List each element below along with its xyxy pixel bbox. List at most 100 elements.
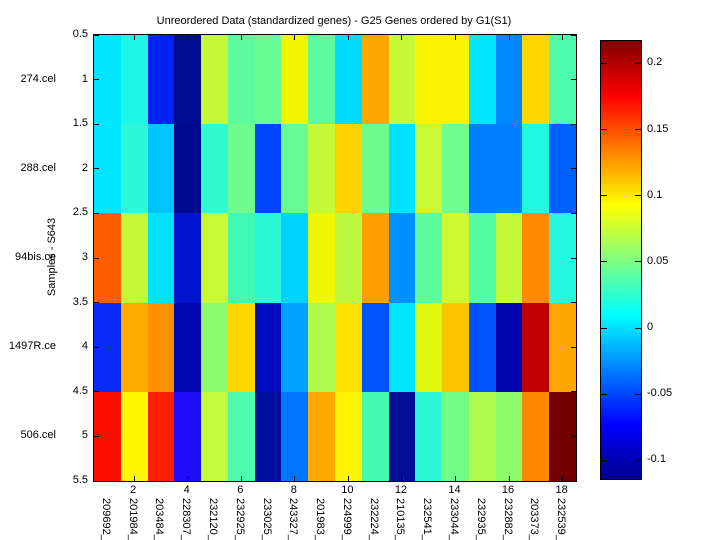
x-tick-label: 10 [341,484,354,496]
heatmap-cell [361,35,389,125]
heatmap-cell [495,391,523,481]
x-tick-mark [240,35,242,40]
heatmap-cell [495,302,523,392]
chart-title: Unreordered Data (standardized genes) - … [156,15,512,27]
x-tick-mark [240,476,242,481]
heatmap-cell [388,391,416,481]
heatmap-cell [308,124,335,214]
y-tick-mark [571,391,576,393]
gene-label: 243327_ [287,498,300,540]
heatmap-cell [361,391,389,481]
y-tick-mark [94,480,99,482]
heatmap-cell [522,124,550,214]
y-tick-mark [571,302,576,304]
colorbar-tick-label: 0 [647,321,654,334]
heatmap-cell [227,124,255,214]
heatmap-cell [281,35,309,125]
heatmap-cell [388,124,416,214]
heatmap-cell [335,391,362,481]
y-tick-mark [94,168,99,170]
y-tick-mark [571,435,576,437]
heatmap-cell [120,391,148,481]
heatmap-cell [361,124,389,214]
colorbar-tick-mark [635,195,641,197]
sample-label: 506.cel [20,429,56,442]
heatmap-cell [254,302,282,392]
sample-label: 94bis.ce [15,251,56,263]
heatmap-cell [308,35,335,125]
heatmap-cell [335,213,362,303]
y-tick-label: 3.5 [72,295,88,308]
x-tick-mark [294,476,296,481]
y-tick-mark [571,346,576,348]
x-tick-mark [294,35,296,40]
heatmap-cell [335,35,362,125]
heatmap-cell [201,213,228,303]
colorbar-tick-label: -0.1 [647,453,666,466]
y-tick-label: 3 [81,251,88,263]
x-tick-mark [347,476,349,481]
heatmap-cell [522,391,550,481]
gene-label: 203484_ [153,498,166,540]
heatmap-cell [495,213,523,303]
gene-label: 232539_ [555,498,568,540]
heatmap-cell [201,391,228,481]
x-tick-mark [562,476,564,481]
heatmap-cell [335,124,362,214]
x-tick-label: 12 [394,484,408,496]
colorbar-tick-mark [601,129,607,131]
y-tick-mark [571,79,576,81]
colorbar-tick-mark [601,459,607,461]
colorbar-tick-mark [601,195,607,197]
y-tick-label: 1.5 [72,117,88,130]
heatmap-cell [495,124,523,214]
gene-label: 203373_ [528,498,541,540]
x-tick-mark [455,476,456,481]
x-tick-mark [133,476,135,481]
gene-label: 224999_ [340,498,353,540]
gene-label: 232224_ [367,498,380,540]
sample-label: 274.cel [20,72,56,85]
sample-label: 1497R.ce [8,340,56,353]
y-tick-label: 4 [81,340,88,353]
y-tick-mark [94,435,99,437]
x-tick-label: 16 [501,484,515,496]
y-tick-mark [94,123,99,125]
x-tick-mark [455,35,456,40]
heatmap-cell [120,302,148,392]
x-tick-label: 4 [183,484,190,496]
y-tick-mark [571,123,576,125]
colorbar-tick-label: -0.05 [647,387,673,400]
heatmap-cell [308,213,335,303]
heatmap-cell [174,391,202,481]
heatmap-cells [94,35,576,481]
y-tick-mark [571,257,576,259]
x-tick-mark [401,476,403,481]
heatmap-cell [120,35,148,125]
colorbar [600,40,642,480]
x-tick-mark [187,476,189,481]
heatmap-cell [468,302,496,392]
heatmap-cell [281,124,309,214]
heatmap-cell [522,302,550,392]
heatmap-cell [388,35,416,125]
heatmap-cell [201,124,228,214]
y-tick-mark [571,34,576,36]
heatmap-cell [468,124,496,214]
heatmap-cell [174,35,202,125]
y-tick-mark [571,168,576,170]
y-tick-label: 1 [81,72,88,85]
x-tick-mark [562,35,564,40]
y-tick-mark [94,79,99,81]
heatmap-cell [227,35,255,125]
heatmap-cell [254,124,282,214]
heatmap-cell [254,391,282,481]
heatmap-cell [308,391,335,481]
heatmap-cell [361,302,389,392]
colorbar-tick-mark [635,327,641,329]
gene-label: 201983_ [314,498,327,540]
y-tick-mark [94,391,99,393]
heatmap-cell [281,391,309,481]
heatmap-plot-area [93,34,577,482]
y-tick-label: 5.5 [72,474,88,486]
